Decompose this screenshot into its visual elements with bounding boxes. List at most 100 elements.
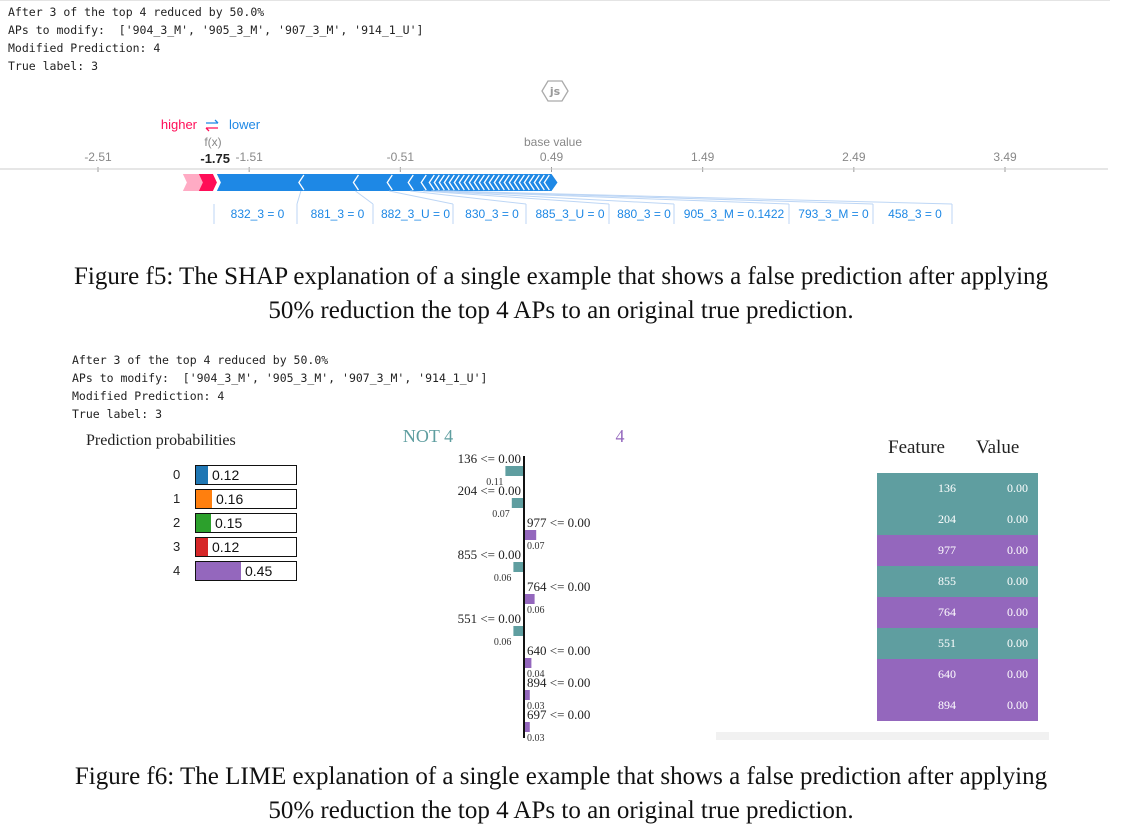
lime-info-text: After 3 of the top 4 reduced by 50.0% AP… [72, 351, 487, 423]
lime-weight-bar [525, 530, 537, 540]
feature-value-row: 204 0.00 [877, 504, 1038, 535]
lime-weight-bar [513, 626, 523, 636]
shap-feature-label: 830_3 = 0 [465, 207, 519, 221]
shap-connector [431, 190, 675, 205]
feature-value: 0.00 [1007, 636, 1028, 650]
feature-value-row: 894 0.00 [877, 690, 1038, 721]
probability-fill [196, 514, 211, 532]
shap-segment-separator [468, 174, 475, 191]
shap-connector [446, 190, 953, 205]
shap-feature-labels: 832_3 = 0 881_3 = 0 882_3_U = 0 830_3 = 0 88… [213, 190, 953, 224]
shap-segment-separator [513, 174, 520, 191]
shap-tick-label: -0.51 [387, 150, 415, 164]
shap-segment-separator [543, 174, 550, 191]
shap-segment-separator [518, 174, 525, 191]
shap-connector [389, 190, 454, 205]
probability-value: 0.15 [215, 515, 243, 531]
shap-segment-separator [443, 174, 450, 191]
shap-info-line: True label: 3 [8, 59, 99, 73]
shap-segment-separator [523, 174, 530, 191]
legend-lower: lower [229, 117, 261, 132]
probability-bar: 0.15 [195, 513, 297, 533]
shap-segment-separator [498, 174, 505, 191]
shap-segment-separator [433, 174, 440, 191]
probability-fill [196, 490, 212, 508]
lime-info-line: True label: 3 [72, 407, 163, 421]
lime-weight-bar [525, 722, 530, 732]
lime-weight-value: 0.03 [527, 701, 545, 712]
lime-weight-bar [525, 690, 530, 700]
feature-value: 0.00 [1007, 574, 1028, 588]
lime-weight-bar [505, 466, 523, 476]
probability-bar: 0.45 [195, 561, 297, 581]
feature-name: 640 [938, 667, 956, 681]
lime-weight-value: 0.11 [486, 477, 503, 488]
lime-weight-value: 0.06 [527, 605, 545, 616]
shap-segment-separator [352, 174, 359, 191]
shap-segment-separator [488, 174, 495, 191]
lime-condition-label: 855 <= 0.00 [458, 547, 521, 562]
shap-segment-separator [473, 174, 480, 191]
shap-tick-label: 1.49 [691, 150, 715, 164]
shap-feature-label: 880_3 = 0 [617, 207, 671, 221]
js-badge-icon[interactable]: js [541, 80, 569, 102]
shap-info-line: APs to modify: ['904_3_M', '905_3_M', '9… [8, 23, 424, 37]
class-index: 0 [173, 467, 181, 482]
feature-name: 204 [938, 512, 956, 526]
feature-value-row: 977 0.00 [877, 535, 1038, 566]
probability-bar: 0.12 [195, 537, 297, 557]
shap-segment-separator [428, 174, 435, 191]
feature-value-row: 764 0.00 [877, 597, 1038, 628]
shap-info-line: After 3 of the top 4 reduced by 50.0% [8, 5, 265, 19]
shap-feature-label: 458_3 = 0 [888, 207, 942, 221]
feature-name: 855 [938, 574, 956, 588]
shap-tick-label: -2.51 [84, 150, 112, 164]
class-label: 4 [616, 426, 625, 446]
shap-connector [355, 190, 374, 205]
caption-line: Figure f6: The LIME explanation of a sin… [74, 763, 1048, 790]
prediction-probabilities-title: Prediction probabilities [86, 432, 236, 449]
shap-segment-separator [503, 174, 510, 191]
lime-weight-bar [525, 594, 535, 604]
probability-value: 0.16 [216, 491, 244, 507]
shap-feature-label: 793_3_M = 0 [798, 207, 869, 221]
shap-higher-bar [198, 174, 217, 191]
shap-axis: -2.51 -1.51 -0.51 0.49 1.49 2.49 3.49 [84, 150, 1017, 172]
shap-segment-separator [386, 174, 393, 191]
class-index: 2 [173, 515, 181, 530]
caption-line: Figure f5: The SHAP explanation of a sin… [73, 263, 1049, 290]
probability-fill [196, 562, 241, 580]
shap-tick-label: -1.51 [235, 150, 263, 164]
shap-info-line: Modified Prediction: 4 [8, 41, 161, 55]
lime-weight-bar [511, 498, 523, 508]
lime-condition-label: 640 <= 0.00 [527, 643, 590, 658]
feature-value-row: 136 0.00 [877, 473, 1038, 504]
probability-value: 0.12 [212, 467, 240, 483]
lime-weight-value: 0.06 [494, 637, 512, 648]
shap-segment-separator [438, 174, 445, 191]
probability-bar: 0.12 [195, 465, 297, 485]
class-index: 1 [173, 491, 181, 506]
lime-condition-label: 136 <= 0.00 [458, 451, 521, 466]
shap-connector [436, 190, 790, 205]
shap-feature-label: 905_3_M = 0.1422 [684, 207, 785, 221]
lime-weight-value: 0.04 [527, 669, 545, 680]
shap-connector [423, 190, 610, 205]
top-divider [0, 0, 1110, 1]
feature-name: 764 [938, 605, 956, 619]
probability-value: 0.45 [245, 563, 273, 579]
base-value-label: base value [524, 135, 582, 149]
lime-condition-label: 697 <= 0.00 [527, 707, 590, 722]
shap-segment-separator [478, 174, 485, 191]
probability-bar: 0.16 [195, 489, 297, 509]
feature-value: 0.00 [1007, 512, 1028, 526]
panel-scrollbar[interactable] [716, 732, 1049, 740]
shap-feature-label: 882_3_U = 0 [381, 207, 450, 221]
lime-info-line: Modified Prediction: 4 [72, 389, 225, 403]
shap-segment-separator [538, 174, 545, 191]
shap-segment-separator [453, 174, 460, 191]
shap-feature-label: 885_3_U = 0 [535, 207, 604, 221]
shap-segment-separator [298, 174, 305, 191]
shap-feature-label: 832_3 = 0 [231, 207, 285, 221]
lime-condition-label: 977 <= 0.00 [527, 515, 590, 530]
